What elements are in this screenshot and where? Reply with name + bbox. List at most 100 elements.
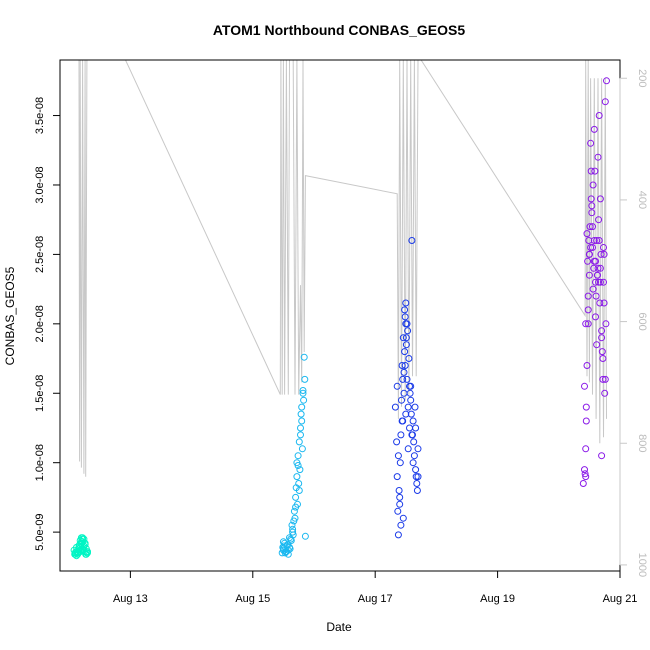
x-tick-label: Aug 19 (480, 593, 515, 605)
data-point (396, 459, 404, 467)
data-point (293, 473, 301, 481)
secondary-tick-label: 200 (636, 69, 648, 87)
data-point (82, 550, 90, 558)
data-point (398, 362, 406, 369)
data-point (282, 548, 290, 556)
data-point (301, 532, 309, 540)
data-point (402, 410, 410, 418)
data-point (279, 543, 287, 551)
data-point (589, 181, 597, 189)
data-point (593, 341, 601, 349)
x-tick-label: Aug 15 (235, 593, 270, 605)
data-point (393, 382, 401, 390)
data-point (587, 167, 595, 175)
data-point (404, 445, 412, 453)
data-point (289, 528, 297, 536)
data-point (597, 250, 605, 258)
data-point (587, 139, 595, 147)
data-point (397, 431, 405, 439)
y-tick-label: 2.5e-08 (34, 236, 46, 273)
data-point (410, 452, 418, 460)
data-point (601, 389, 609, 397)
data-point (288, 521, 296, 529)
data-point (592, 278, 599, 286)
data-point (298, 403, 306, 411)
data-point (292, 493, 300, 501)
data-point (394, 507, 402, 515)
data-point (77, 534, 85, 542)
data-point (585, 271, 593, 279)
data-point (582, 320, 590, 328)
data-point (292, 484, 300, 492)
data-point (284, 546, 292, 554)
plot-frame (59, 59, 621, 572)
data-point (289, 525, 297, 533)
data-point (582, 445, 590, 453)
data-point (300, 396, 308, 404)
data-point (395, 487, 403, 494)
data-point (401, 362, 409, 369)
secondary-tick-label: 600 (636, 312, 648, 330)
data-point (412, 424, 420, 432)
data-point (402, 341, 410, 349)
data-point (589, 285, 597, 293)
data-point (588, 209, 596, 217)
y-tick-label: 2.0e-08 (34, 305, 46, 342)
data-point (593, 237, 601, 244)
data-point (601, 375, 609, 383)
data-point (394, 531, 402, 539)
data-point (393, 473, 401, 481)
data-point (287, 537, 295, 544)
data-point (582, 473, 590, 481)
data-point (391, 403, 399, 411)
data-point (292, 503, 300, 511)
x-axis: Aug 13 Aug 15 Aug 17 Aug 19 Aug 21 (113, 570, 638, 605)
data-point (290, 517, 298, 525)
data-point (300, 353, 308, 361)
data-point (588, 202, 596, 210)
data-point (406, 424, 413, 432)
data-point (294, 452, 302, 460)
data-point (403, 320, 411, 328)
data-point (409, 417, 417, 425)
data-point (581, 382, 588, 390)
y-tick-label: 1.0e-08 (34, 444, 46, 481)
data-point (584, 306, 592, 314)
data-point (408, 237, 416, 244)
data-point (404, 327, 412, 335)
data-point (397, 521, 405, 529)
data-point (581, 470, 589, 478)
data-point (404, 403, 412, 411)
data-point (596, 299, 604, 307)
data-point (410, 438, 418, 446)
y-tick-label: 3.0e-08 (34, 166, 46, 203)
data-point (583, 362, 591, 369)
data-point (295, 438, 303, 446)
data-point (592, 257, 599, 265)
data-point (602, 320, 610, 328)
data-point (584, 292, 592, 300)
data-point (402, 299, 410, 307)
data-point (394, 452, 402, 460)
x-tick-label: Aug 21 (603, 593, 638, 605)
x-axis-label: Date (326, 620, 352, 634)
data-point (400, 368, 408, 376)
data-point (583, 230, 591, 238)
data-point (584, 320, 592, 328)
data-point (598, 452, 606, 460)
data-point (600, 250, 608, 258)
data-point (409, 459, 417, 467)
data-point (412, 466, 420, 474)
data-point (590, 237, 598, 244)
data-point (592, 292, 600, 300)
data-point (600, 278, 607, 286)
secondary-tick-label: 1000 (636, 553, 648, 577)
data-point (299, 389, 307, 397)
data-point (399, 375, 407, 383)
altitude-trace-layer (78, 59, 607, 477)
data-point (589, 223, 596, 231)
data-point (396, 493, 404, 501)
data-point (71, 550, 79, 558)
y-tick-label: 5.0e-09 (34, 513, 46, 550)
